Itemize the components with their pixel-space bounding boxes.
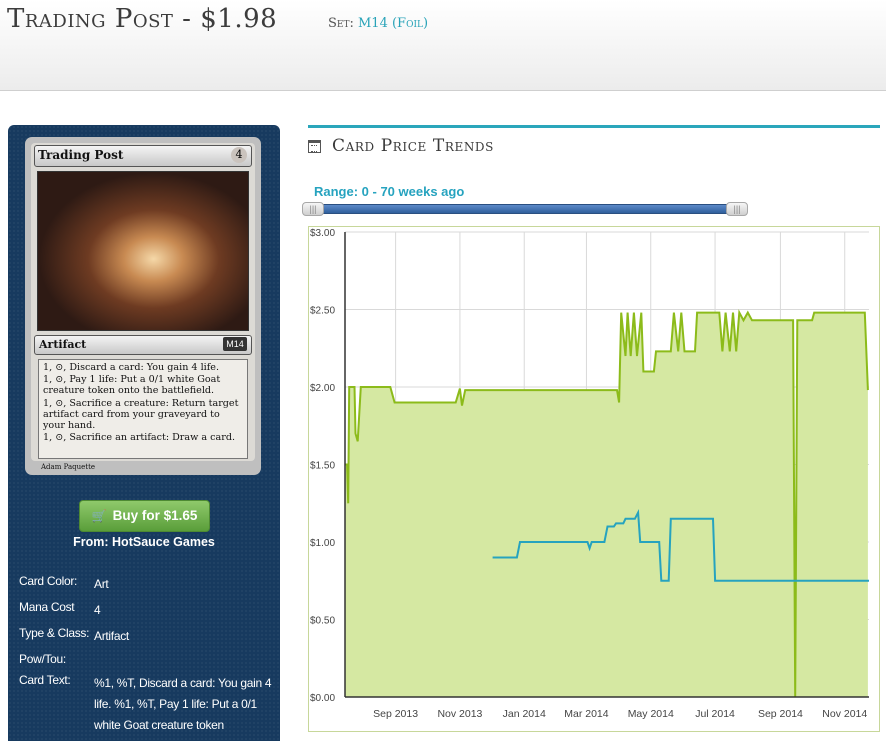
detail-label: Card Text: [19,673,71,687]
x-tick-label: Sep 2013 [373,708,418,720]
range-label: Range: 0 - 70 weeks ago [314,184,465,199]
y-tick-label: $0.50 [310,616,335,627]
x-tick-label: Sep 2014 [758,708,803,720]
detail-value: Artifact [94,629,129,643]
buy-button-label: Buy for $1.65 [112,508,198,523]
detail-label: Pow/Tou: [19,652,66,666]
detail-row: Type & Class: Artifact [19,626,274,647]
set-symbol-icon: M14 [223,337,247,351]
x-tick-label: Nov 2014 [822,708,867,720]
detail-label: Type & Class: [19,626,90,640]
range-slider[interactable] [312,204,742,214]
set-label: Set: [328,16,354,31]
y-tick-label: $2.00 [310,383,335,394]
card-info-panel: Trading Post 4 Artifact M14 1, ⊙, Discar… [8,125,280,741]
card-type-bar: Artifact M14 [34,335,252,355]
card-name-bar: Trading Post 4 [34,145,252,167]
y-tick-label: $1.50 [310,461,335,472]
range-slider-left-handle[interactable]: ||| [302,202,324,216]
buy-button[interactable]: 🛒 Buy for $1.65 [79,500,210,532]
x-tick-label: Jul 2014 [695,708,735,720]
chart-frame [308,226,880,732]
price-trend-chart: $0.00 $0.50 $1.00 $1.50 $2.00 $2.50 $3.00 Sep 2… [310,228,869,720]
range-slider-right-handle[interactable]: ||| [726,202,748,216]
x-tick-label: May 2014 [628,708,674,720]
detail-row: Pow/Tou: [19,652,274,668]
y-tick-label: $2.50 [310,306,335,317]
card-mana-cost: 4 [231,147,247,163]
set-info: Set: M14 (Foil) [328,16,428,31]
x-tick-label: Jan 2014 [503,708,546,720]
card-ability: 1, ⊙, Sacrifice an artifact: Draw a card… [43,432,236,444]
card-artwork [37,171,249,331]
card-details: Card Color: Art Mana Cost 4 Type & Class… [19,574,274,741]
card-image: Trading Post 4 Artifact M14 1, ⊙, Discar… [25,137,261,475]
card-ability: 1, ⊙, Sacrifice a creature: Return targe… [43,397,239,432]
card-ability: 1, ⊙, Pay 1 life: Put a 0/1 white Goat c… [43,374,221,397]
detail-value: %1, %T, Discard a card: You gain 4 life.… [94,676,272,732]
cart-icon: 🛒 [91,509,107,523]
card-type-line: Artifact [39,338,87,351]
detail-value: 4 [94,603,101,617]
card-frame: Trading Post 4 Artifact M14 1, ⊙, Discar… [31,143,255,471]
detail-row: Mana Cost 4 [19,600,274,621]
y-tick-label: $0.00 [310,693,335,704]
card-name: Trading Post [38,148,124,162]
section-title: Card Price Trends [332,136,494,156]
calendar-icon [308,140,321,153]
card-text-box: 1, ⊙, Discard a card: You gain 4 life. 1… [38,359,248,459]
detail-label: Card Color: [19,574,78,588]
card-artist: Adam Paquette [41,463,96,471]
x-tick-label: Mar 2014 [564,708,609,720]
page-title: Trading Post - $1.98 [7,4,278,34]
section-divider [308,125,880,128]
detail-label: Mana Cost [19,600,75,614]
page-header: Trading Post - $1.98 Set: M14 (Foil) [0,0,886,91]
detail-row: Card Color: Art [19,574,274,595]
detail-value: Art [94,577,109,591]
x-tick-label: Nov 2013 [437,708,482,720]
y-tick-label: $1.00 [310,538,335,549]
series-line-1 [492,508,869,582]
set-link[interactable]: M14 (Foil) [358,16,429,31]
seller-name: From: HotSauce Games [73,535,215,549]
series-area-0 [345,312,868,697]
detail-row: Card Text: %1, %T, Discard a card: You g… [19,673,274,736]
series-line-0 [345,309,869,698]
card-ability: 1, ⊙, Discard a card: You gain 4 life. [43,362,219,373]
y-tick-label: $3.00 [310,228,335,239]
